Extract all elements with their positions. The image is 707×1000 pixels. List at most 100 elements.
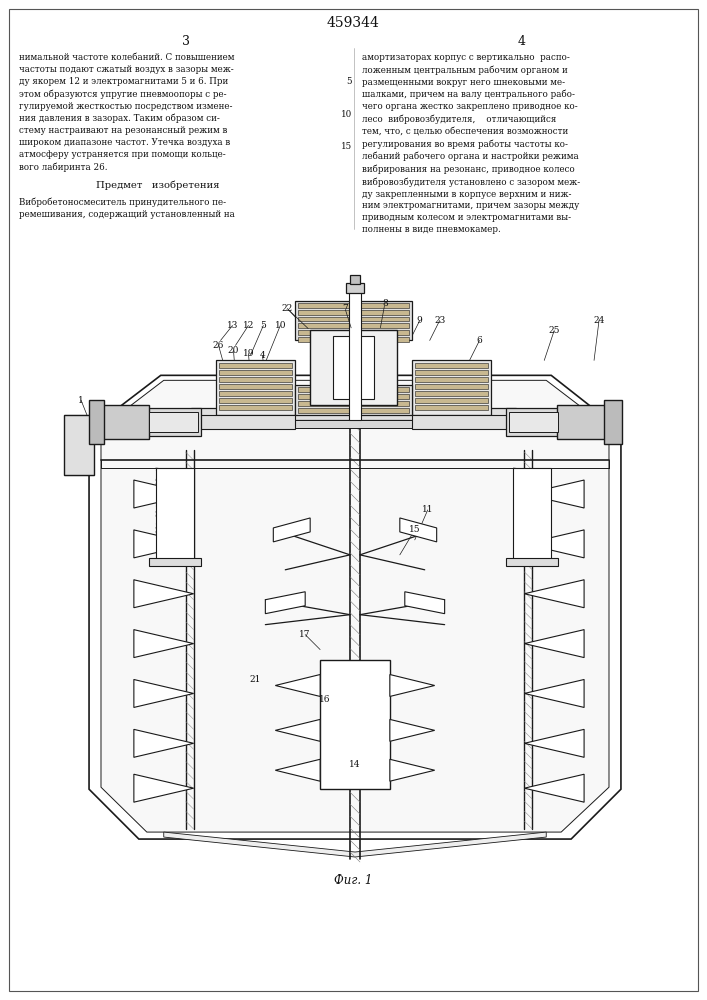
Polygon shape	[525, 630, 584, 658]
Bar	[411, 360, 491, 415]
Text: Предмет   изобретения: Предмет изобретения	[96, 181, 219, 190]
Bar	[298, 401, 409, 406]
Text: 22: 22	[281, 304, 293, 313]
Bar	[298, 310, 409, 315]
Polygon shape	[134, 580, 194, 608]
Bar	[298, 303, 409, 308]
Bar	[298, 337, 409, 342]
Bar	[349, 291, 361, 420]
Polygon shape	[134, 680, 194, 707]
Bar	[64, 415, 94, 475]
Bar	[156, 468, 194, 563]
Bar	[201, 420, 506, 428]
Bar	[298, 387, 409, 392]
Text: 4: 4	[259, 351, 265, 360]
Text: 7: 7	[342, 304, 348, 313]
Bar	[557, 405, 607, 439]
Text: 1: 1	[78, 396, 84, 405]
Polygon shape	[134, 729, 194, 757]
Bar	[415, 384, 489, 389]
Polygon shape	[390, 675, 435, 696]
Text: 6: 6	[477, 336, 482, 345]
Text: нимальной частоте колебаний. С повышением
частоты подают сжатый воздух в зазоры : нимальной частоте колебаний. С повышение…	[19, 53, 235, 172]
Bar	[218, 370, 292, 375]
Text: 21: 21	[250, 675, 261, 684]
Polygon shape	[134, 480, 194, 508]
Text: 4: 4	[518, 35, 525, 48]
Text: 5: 5	[346, 77, 352, 86]
Bar	[218, 377, 292, 382]
Text: 17: 17	[300, 630, 311, 639]
Bar	[506, 408, 561, 436]
Text: 13: 13	[227, 321, 238, 330]
Bar	[218, 384, 292, 389]
Text: 12: 12	[243, 321, 254, 330]
Bar	[298, 394, 409, 399]
Text: амортизаторах корпус с вертикально  распо-
ложенным центральным рабочим органом : амортизаторах корпус с вертикально распо…	[362, 53, 580, 234]
Polygon shape	[525, 530, 584, 558]
Bar	[509, 412, 559, 432]
Text: 10: 10	[341, 110, 352, 119]
Polygon shape	[134, 774, 194, 802]
Bar	[101, 415, 296, 429]
Bar	[310, 330, 397, 405]
Bar	[350, 275, 360, 284]
Text: 11: 11	[422, 505, 433, 514]
Polygon shape	[275, 759, 320, 781]
Text: 5: 5	[260, 321, 267, 330]
Polygon shape	[525, 480, 584, 508]
Bar	[415, 405, 489, 410]
Bar	[298, 330, 409, 335]
Bar	[415, 363, 489, 368]
Text: 25: 25	[549, 326, 560, 335]
Bar	[411, 415, 606, 429]
Bar	[513, 468, 551, 563]
Bar	[148, 412, 198, 432]
Polygon shape	[405, 592, 445, 614]
Polygon shape	[164, 832, 547, 857]
Text: 26: 26	[213, 341, 224, 350]
Bar	[333, 336, 374, 399]
Text: 16: 16	[320, 695, 331, 704]
Bar	[604, 400, 622, 444]
Bar	[216, 360, 296, 415]
Bar	[101, 405, 148, 439]
Bar	[218, 391, 292, 396]
Bar	[218, 398, 292, 403]
Bar	[415, 398, 489, 403]
Bar	[146, 408, 201, 436]
Polygon shape	[390, 719, 435, 741]
Text: 14: 14	[349, 760, 361, 769]
Polygon shape	[101, 380, 609, 832]
Polygon shape	[525, 729, 584, 757]
Polygon shape	[390, 759, 435, 781]
Bar	[415, 370, 489, 375]
Polygon shape	[525, 774, 584, 802]
Polygon shape	[275, 719, 320, 741]
Polygon shape	[525, 680, 584, 707]
Polygon shape	[525, 580, 584, 608]
Bar	[415, 391, 489, 396]
Text: 20: 20	[228, 346, 239, 355]
Text: 15: 15	[409, 525, 421, 534]
Text: 9: 9	[417, 316, 423, 325]
Polygon shape	[265, 592, 305, 614]
Text: 3: 3	[182, 35, 189, 48]
Polygon shape	[134, 630, 194, 658]
Text: 8: 8	[382, 299, 387, 308]
Bar	[218, 363, 292, 368]
Text: Фиг. 1: Фиг. 1	[334, 874, 372, 887]
Text: Вибробетоносмеситель принудительного пе-
ремешивания, содержащий установленный н: Вибробетоносмеситель принудительного пе-…	[19, 198, 235, 219]
Text: 459344: 459344	[327, 16, 380, 30]
Bar	[191, 408, 516, 420]
Bar	[298, 408, 409, 413]
Polygon shape	[89, 375, 621, 839]
Bar	[506, 558, 559, 566]
Text: 19: 19	[243, 349, 254, 358]
Bar	[218, 405, 292, 410]
Polygon shape	[274, 518, 310, 542]
Polygon shape	[134, 530, 194, 558]
Polygon shape	[275, 675, 320, 696]
Bar	[296, 301, 411, 340]
Text: 10: 10	[274, 321, 286, 330]
